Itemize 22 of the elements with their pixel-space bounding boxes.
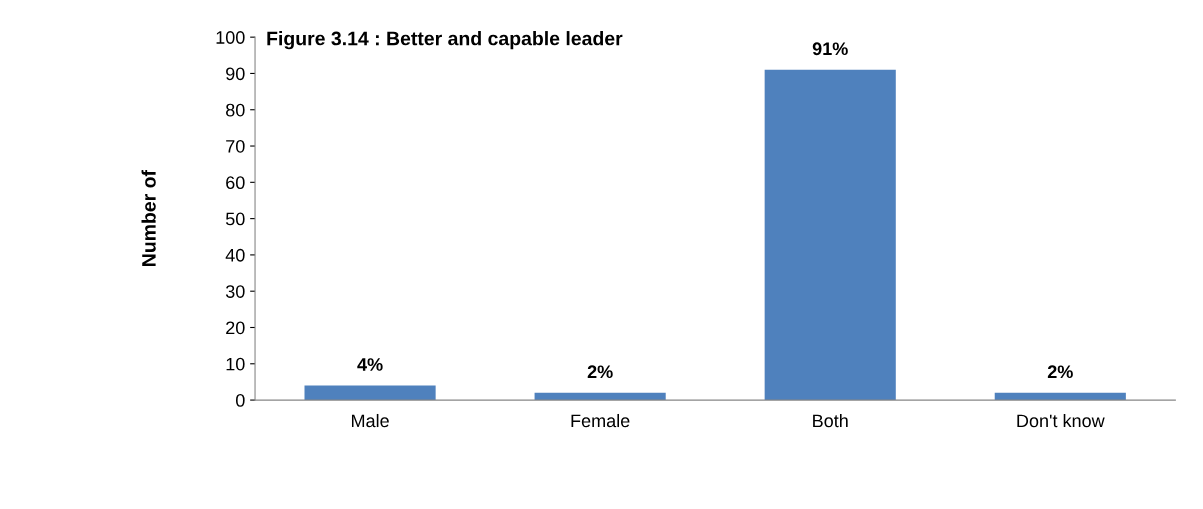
x-tick-label: Don't know — [1017, 413, 1105, 428]
y-tick-label: 40 — [225, 248, 245, 262]
y-tick-label: 70 — [226, 139, 245, 153]
bar — [764, 69, 896, 401]
chart-title: Figure 3.14 : Better and capable leader — [267, 31, 623, 50]
y-axis-title: Number of — [141, 169, 156, 266]
y-tick-label: 20 — [226, 321, 245, 335]
y-tick-label: 80 — [226, 103, 245, 117]
y-tick-label: 60 — [226, 176, 245, 190]
y-tick-label: 0 — [235, 394, 245, 407]
x-tick-label: Female — [571, 413, 630, 428]
y-tick-label: 30 — [225, 285, 245, 298]
x-tick-label: Male — [351, 413, 389, 428]
data-label: 4% — [357, 358, 383, 371]
data-label: 2% — [587, 365, 613, 379]
data-label: 2% — [1047, 365, 1073, 379]
x-tick-label: Both — [813, 413, 848, 428]
data-label: 91% — [812, 42, 848, 56]
y-tick-label: 90 — [226, 67, 245, 81]
y-tick-label: 100 — [216, 31, 245, 44]
y-tick-label: 10 — [226, 357, 245, 371]
y-tick-label: 50 — [225, 212, 245, 226]
